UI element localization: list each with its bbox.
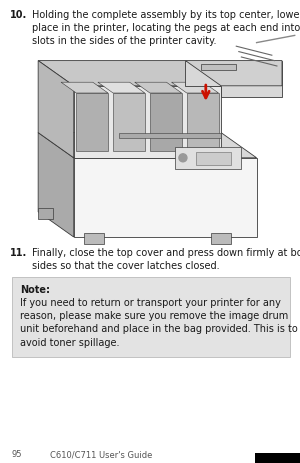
Polygon shape: [38, 209, 53, 219]
Polygon shape: [38, 133, 74, 238]
Text: Note:: Note:: [20, 284, 50, 294]
Polygon shape: [38, 133, 256, 158]
Polygon shape: [255, 453, 300, 463]
Polygon shape: [98, 83, 145, 94]
Polygon shape: [211, 234, 231, 244]
Polygon shape: [113, 94, 145, 151]
Polygon shape: [74, 158, 256, 238]
Polygon shape: [172, 83, 218, 94]
Polygon shape: [74, 87, 221, 158]
Polygon shape: [175, 148, 242, 169]
Text: 95: 95: [12, 449, 22, 458]
Text: 11.: 11.: [10, 247, 27, 257]
Polygon shape: [38, 62, 221, 87]
Text: Holding the complete assembly by its top center, lower it into
place in the prin: Holding the complete assembly by its top…: [32, 10, 300, 45]
Polygon shape: [135, 83, 182, 94]
Text: 10.: 10.: [10, 10, 27, 20]
Text: C610/C711 User's Guide: C610/C711 User's Guide: [50, 449, 152, 458]
Polygon shape: [187, 94, 218, 151]
FancyBboxPatch shape: [12, 277, 290, 357]
Text: If you need to return or transport your printer for any
reason, please make sure: If you need to return or transport your …: [20, 297, 298, 347]
Polygon shape: [196, 153, 231, 166]
Polygon shape: [201, 65, 236, 70]
Text: Finally, close the top cover and press down firmly at both
sides so that the cov: Finally, close the top cover and press d…: [32, 247, 300, 270]
Polygon shape: [76, 94, 108, 151]
Circle shape: [179, 155, 187, 163]
Polygon shape: [150, 94, 182, 151]
Polygon shape: [61, 83, 108, 94]
Polygon shape: [185, 62, 282, 87]
Polygon shape: [119, 133, 221, 139]
Polygon shape: [38, 62, 74, 158]
Polygon shape: [185, 62, 282, 97]
Polygon shape: [84, 234, 104, 244]
